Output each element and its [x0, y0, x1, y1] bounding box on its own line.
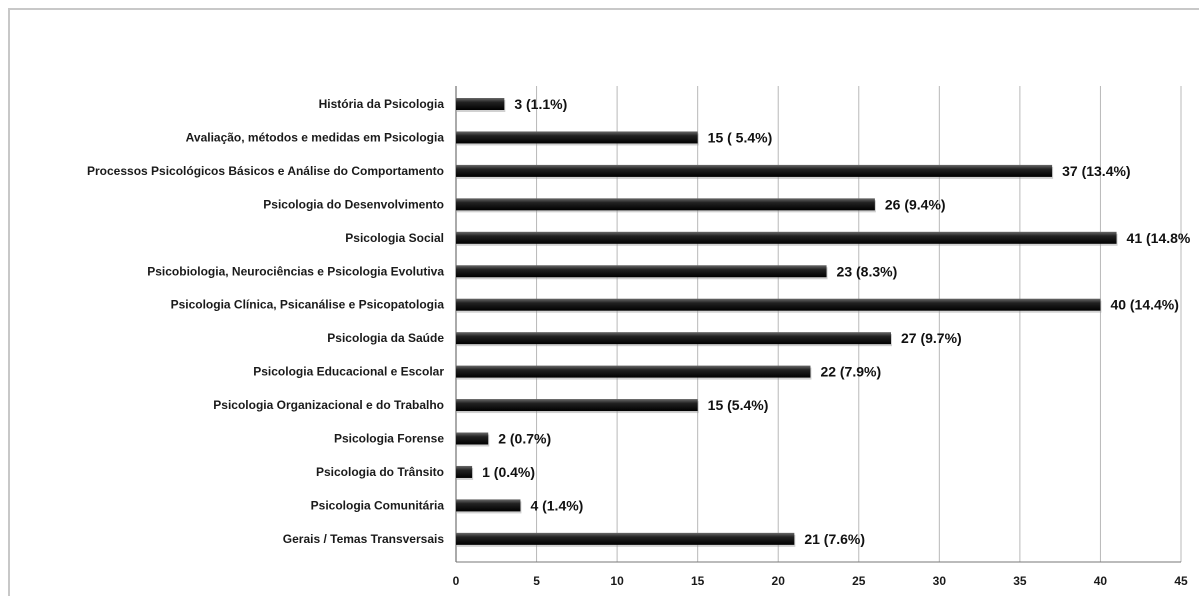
x-tick-label: 45 [1174, 574, 1188, 588]
x-tick-label: 20 [772, 574, 786, 588]
x-tick-label: 10 [610, 574, 624, 588]
bar [456, 131, 698, 144]
category-labels: História da Psicologia Avaliação, métodos… [87, 97, 444, 546]
data-label: 41 (14.8% [1127, 230, 1191, 246]
category-label: Psicologia do Desenvolvimento [263, 197, 444, 211]
data-label: 22 (7.9%) [820, 364, 881, 380]
category-label: Psicologia Clínica, Psicanálise e Psicop… [171, 298, 445, 312]
bar [456, 198, 875, 211]
bar [456, 265, 827, 278]
data-label: 15 (5.4%) [708, 397, 769, 413]
x-tick-label: 30 [933, 574, 947, 588]
x-tick-label: 0 [453, 574, 460, 588]
x-tick-label: 35 [1013, 574, 1027, 588]
category-label: Psicologia Social [345, 231, 444, 245]
x-tick-label: 5 [533, 574, 540, 588]
data-label: 21 (7.6%) [804, 531, 865, 547]
data-label: 15 ( 5.4%) [708, 129, 773, 145]
bar [456, 98, 505, 110]
category-label: Avaliação, métodos e medidas em Psicolog… [186, 130, 445, 144]
category-label: Gerais / Temas Transversais [283, 532, 445, 546]
data-label: 3 (1.1%) [514, 96, 567, 112]
bar [456, 332, 891, 345]
bar [456, 298, 1101, 311]
category-label: Psicologia do Trânsito [316, 465, 444, 479]
bar [456, 432, 489, 445]
data-labels: 3 (1.1%) 15 ( 5.4%) 37 (13.4%) 26 (9.4%) 41 … [482, 96, 1191, 547]
bars [456, 98, 1118, 547]
category-label: Psicologia Educacional e Escolar [253, 365, 444, 379]
bar [456, 499, 521, 512]
bar [456, 231, 1117, 244]
category-label: História da Psicologia [319, 97, 445, 111]
x-tick-label: 40 [1094, 574, 1108, 588]
bar [456, 164, 1053, 177]
bar [456, 465, 473, 478]
data-label: 40 (14.4%) [1110, 297, 1178, 313]
data-label: 23 (8.3%) [837, 263, 898, 279]
bar [456, 399, 698, 412]
x-tick-label: 15 [691, 574, 705, 588]
data-label: 4 (1.4%) [530, 497, 583, 513]
category-label: Psicologia Comunitária [311, 498, 445, 512]
category-label: Psicologia Organizacional e do Trabalho [213, 398, 444, 412]
x-axis-ticks: 0 5 10 15 20 25 30 35 40 45 [453, 574, 1188, 588]
x-tick-label: 25 [852, 574, 866, 588]
category-label: Psicologia da Saúde [327, 331, 444, 345]
category-label: Psicologia Forense [334, 432, 444, 446]
data-label: 27 (9.7%) [901, 330, 962, 346]
category-label: Psicobiologia, Neurociências e Psicologi… [147, 264, 444, 278]
data-label: 37 (13.4%) [1062, 163, 1130, 179]
data-label: 26 (9.4%) [885, 196, 946, 212]
category-label: Processos Psicológicos Básicos e Análise… [87, 164, 444, 178]
data-label: 2 (0.7%) [498, 431, 551, 447]
bar [456, 532, 795, 545]
gridlines [455, 86, 1182, 563]
bar [456, 365, 811, 378]
data-label: 1 (0.4%) [482, 464, 535, 480]
